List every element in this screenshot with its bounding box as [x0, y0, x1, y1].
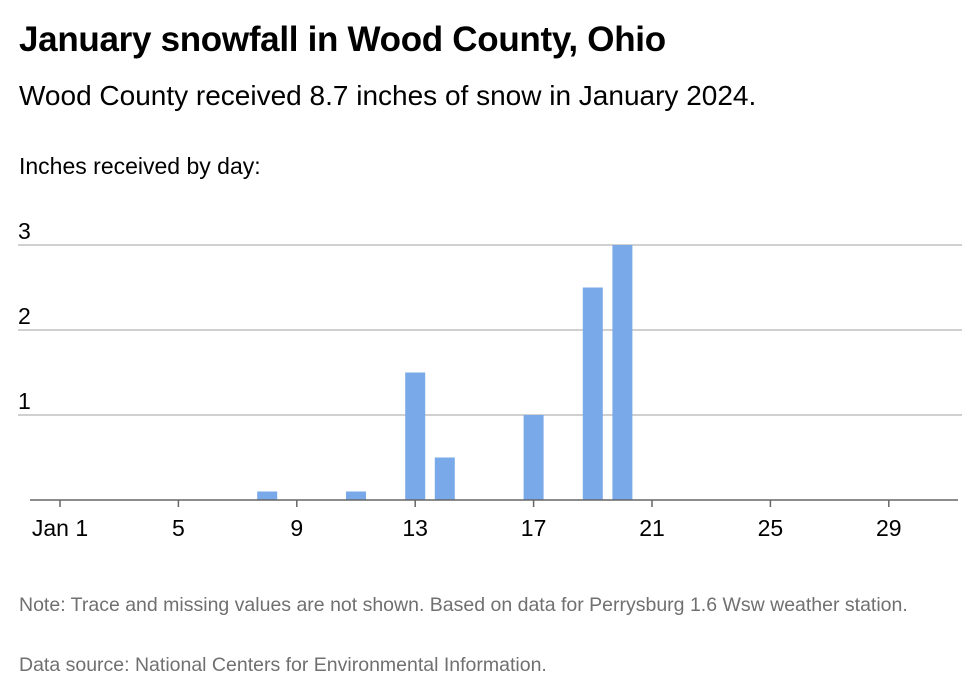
x-tick-label: 29 — [876, 515, 902, 541]
chart-title: January snowfall in Wood County, Ohio — [19, 20, 666, 59]
x-tick-label: Jan 1 — [32, 515, 88, 541]
bar — [257, 491, 278, 500]
bar — [582, 287, 603, 500]
data-source: Data source: National Centers for Enviro… — [19, 654, 547, 676]
bar — [612, 245, 633, 500]
x-tick-label: 17 — [521, 515, 547, 541]
y-tick-label: 2 — [18, 303, 31, 329]
bar — [405, 372, 426, 500]
x-tick-label: 9 — [290, 515, 303, 541]
x-tick-label: 25 — [758, 515, 784, 541]
y-tick-label: 3 — [18, 220, 31, 244]
bar — [523, 415, 544, 500]
y-tick-label: 1 — [18, 388, 31, 414]
x-tick-label: 21 — [639, 515, 665, 541]
y-axis-caption: Inches received by day: — [19, 153, 261, 179]
chart-subtitle: Wood County received 8.7 inches of snow … — [19, 80, 757, 111]
chart-note: Note: Trace and missing values are not s… — [19, 594, 908, 616]
x-tick-label: 5 — [172, 515, 185, 541]
x-tick-label: 13 — [402, 515, 428, 541]
bar — [346, 491, 366, 500]
bar-chart: 1 2 3 Jan 1 5 9 13 17 21 25 29 — [18, 220, 962, 541]
bar — [434, 457, 455, 500]
